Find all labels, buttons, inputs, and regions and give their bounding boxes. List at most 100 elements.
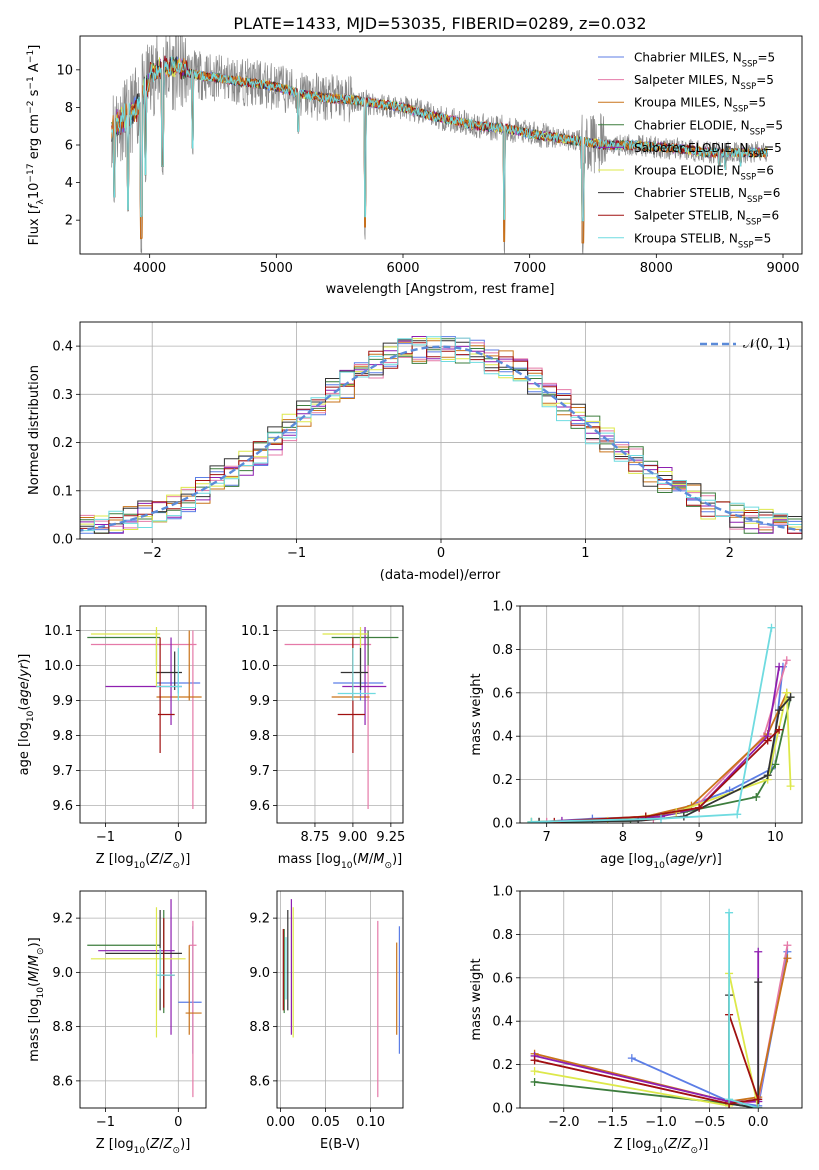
y-tick-label: 0.8	[492, 928, 513, 943]
weight-point-marker	[767, 623, 776, 632]
x-tick-label: 2	[726, 546, 734, 561]
x-tick-label: 0.0	[748, 1115, 769, 1130]
chart-spectrum: 4000 5000 6000 7000 8000 9000 2 4 6 8 10 Chabrier M…	[26, 35, 803, 297]
x-tick-label: 9.25	[376, 830, 405, 845]
legend-label: Kroupa ELODIE, NSSP=6	[634, 164, 774, 182]
weight-point-marker	[752, 792, 761, 801]
errorbar-plot	[87, 899, 202, 1098]
x-tick-label: −1.5	[597, 1115, 629, 1130]
legend-label: Chabrier MILES, NSSP=5	[634, 51, 775, 69]
grid	[80, 891, 206, 1108]
y-tick-label: 0.6	[492, 971, 513, 986]
x-tick-label: −1	[96, 830, 115, 845]
axes-frame	[79, 321, 803, 540]
grid	[80, 606, 206, 823]
y-tick-label: 0.0	[52, 533, 73, 548]
weight-point-marker	[775, 725, 784, 734]
chart-mass-vs-z: −1 0 8.6 8.8 9.0 9.2 Z [log10(Z/Z⊙)] mass [log1…	[27, 890, 207, 1156]
legend-label: Kroupa MILES, NSSP=5	[634, 96, 766, 114]
x-tick-label: 6000	[386, 261, 419, 276]
weight-series-line	[534, 958, 789, 1103]
y-tick-label: 9.0	[249, 966, 270, 981]
weight-point-marker	[763, 736, 772, 745]
y-tick-label: 0.3	[52, 388, 73, 403]
y-tick-label: 9.2	[52, 912, 73, 927]
axes-frame	[276, 890, 404, 1109]
y-tick-label: 4	[65, 176, 73, 191]
weight-point-marker	[634, 816, 643, 823]
x-tick-label: 1	[581, 546, 589, 561]
weight-point-marker	[657, 814, 665, 823]
weight-point-marker	[627, 1054, 636, 1063]
weight-point-marker	[783, 954, 792, 963]
weight-point-marker	[695, 803, 704, 812]
x-axis-label: Z [log10(Z/Z⊙)]	[614, 1137, 709, 1156]
weight-point-marker	[754, 947, 763, 956]
chart-age-vs-z: −1 0 9.6 9.7 9.8 9.9 10.0 10.1 Z [log10(Z/Z⊙)] ag…	[17, 605, 207, 871]
y-tick-label: 9.9	[249, 694, 270, 709]
y-tick-label: 8	[65, 101, 73, 116]
y-tick-label: 10.0	[44, 659, 73, 674]
x-tick-label: 7000	[513, 261, 546, 276]
y-axis-label: mass weight	[469, 673, 484, 755]
axes-frame	[79, 605, 207, 824]
x-tick-label: 0	[174, 1115, 182, 1130]
y-tick-label: 0.0	[492, 817, 513, 832]
y-axis-label: Normed distribution	[27, 365, 42, 495]
weight-point-marker	[527, 817, 536, 823]
y-tick-label: 0.4	[52, 340, 73, 355]
x-tick-label: 9000	[766, 261, 799, 276]
residuals-legend: 𝒩(0, 1)	[700, 337, 790, 352]
legend-label: Chabrier ELODIE, NSSP=5	[634, 118, 783, 136]
weight-point-marker	[530, 1077, 539, 1086]
y-tick-label: 0.2	[492, 773, 513, 788]
weight-point-marker	[771, 760, 780, 769]
x-tick-label: −0.5	[694, 1115, 726, 1130]
weight-series-line	[531, 627, 773, 823]
y-tick-label: 9.0	[52, 966, 73, 981]
weight-plot	[530, 908, 792, 1108]
errorbar-plot	[87, 627, 202, 809]
y-tick-label: 2	[65, 214, 73, 229]
y-tick-label: 9.9	[52, 694, 73, 709]
x-tick-label: 8000	[640, 261, 673, 276]
x-tick-label: −2	[143, 546, 162, 561]
hist-plot	[80, 336, 802, 534]
plot-area	[282, 899, 400, 1098]
x-axis-label: age [log10(age/yr)]	[600, 852, 722, 871]
chart-mass-weight-vs-age: 7 8 9 10 0.0 0.2 0.4 0.6 0.8 1.0 age [log10(age/yr…	[469, 600, 803, 871]
y-tick-label: 9.7	[249, 764, 270, 779]
y-tick-label: 1.0	[492, 885, 513, 900]
x-tick-label: 5000	[260, 261, 293, 276]
weight-point-marker	[763, 771, 772, 780]
weight-point-marker	[754, 1104, 763, 1108]
x-tick-label: 8.75	[300, 830, 329, 845]
y-tick-label: 9.8	[249, 729, 270, 744]
plot-area	[87, 627, 202, 809]
y-tick-label: 10.1	[241, 624, 270, 639]
x-axis-label: Z [log10(Z/Z⊙)]	[96, 1137, 191, 1156]
legend-label: Salpeter STELIB, NSSP=6	[634, 209, 779, 227]
y-tick-label: 0.2	[52, 436, 73, 451]
y-tick-label: 1.0	[492, 600, 513, 615]
axes-frame	[519, 890, 803, 1109]
weight-point-marker	[754, 978, 763, 987]
y-tick-label: 9.8	[52, 729, 73, 744]
y-tick-label: 9.7	[52, 764, 73, 779]
legend-label: Salpeter MILES, NSSP=5	[634, 73, 774, 91]
figure-title: PLATE=1433, MJD=53035, FIBERID=0289, z=0…	[233, 14, 646, 33]
y-axis-label: mass weight	[469, 958, 484, 1040]
x-tick-label: 4000	[133, 261, 166, 276]
plot-area	[527, 623, 795, 823]
weight-point-marker	[530, 1056, 539, 1065]
chart-age-vs-mass: 8.75 9.00 9.25 9.6 9.7 9.8 9.9 10.0 10.1 mass [lo…	[241, 605, 405, 871]
x-tick-label: −1.0	[645, 1115, 677, 1130]
y-tick-label: 8.8	[52, 1020, 73, 1035]
spectrum-legend: Chabrier MILES, NSSP=5 Salpeter MILES, NS…	[598, 51, 783, 249]
y-axis-label: age [log10(age/yr)]	[17, 654, 36, 776]
weight-point-marker	[725, 1095, 734, 1104]
y-tick-label: 6	[65, 139, 73, 154]
y-tick-label: 10	[56, 63, 73, 78]
legend-label: 𝒩(0, 1)	[743, 337, 790, 352]
x-tick-label: 10	[767, 830, 784, 845]
